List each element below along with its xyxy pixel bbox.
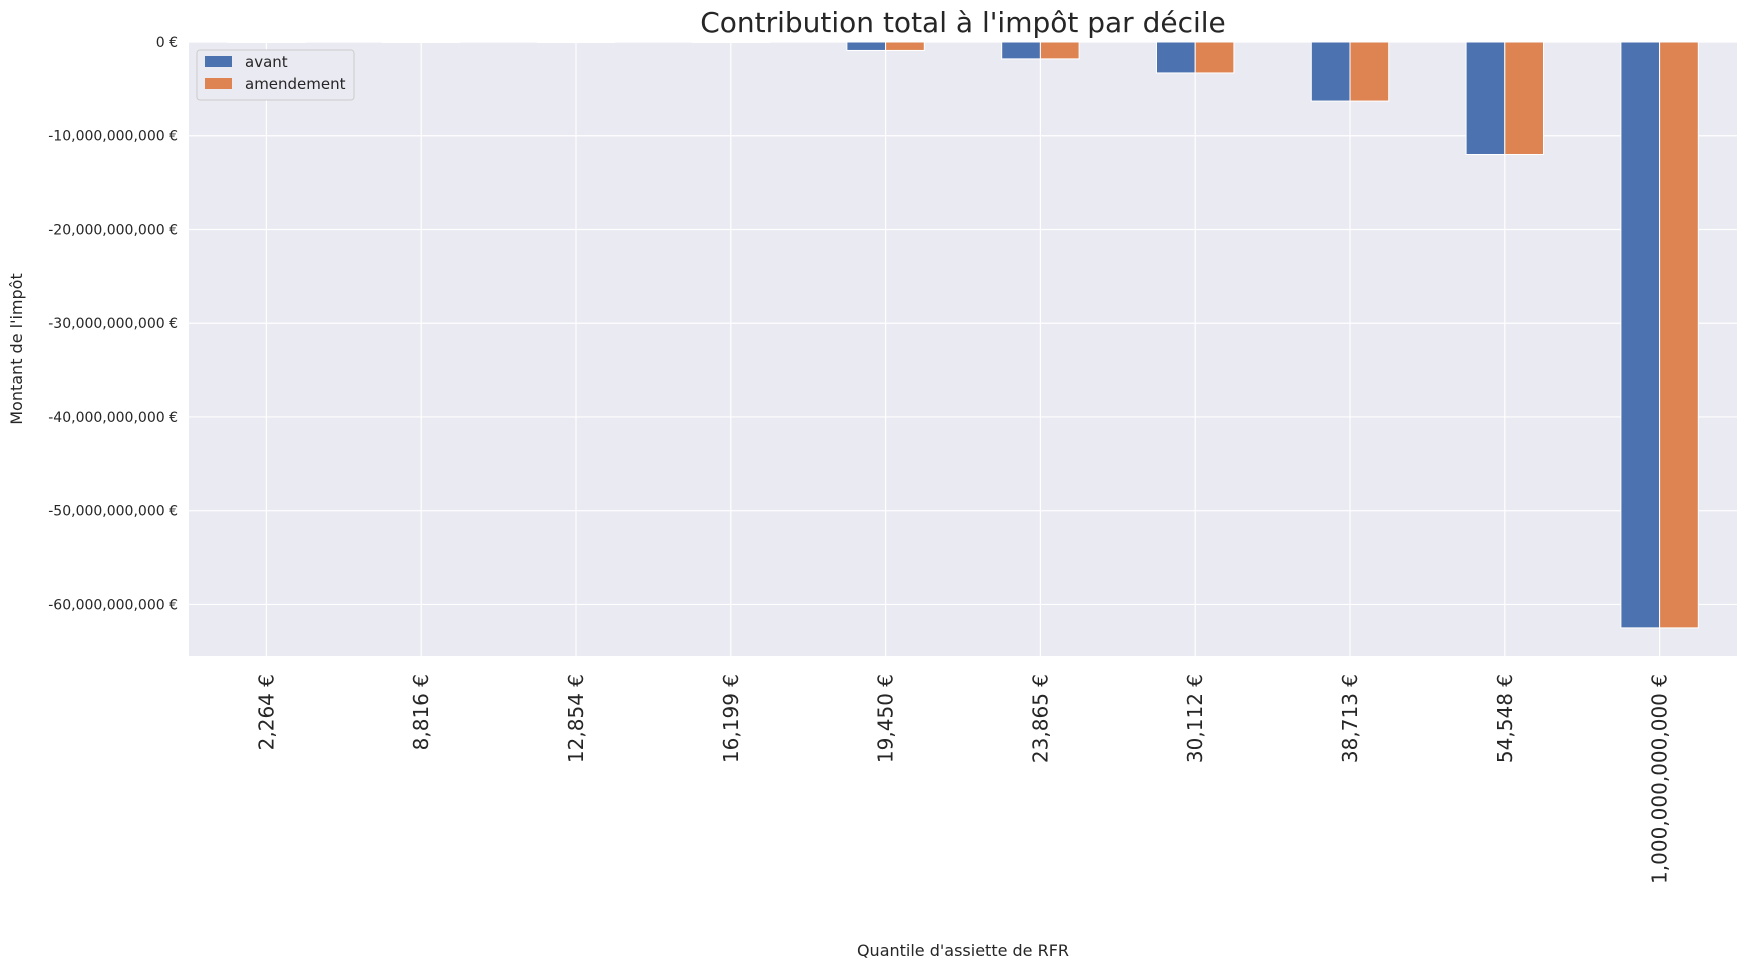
y-axis-label: Montant de l'impôt	[7, 273, 26, 425]
bar-amendement-4	[730, 41, 770, 43]
bar-avant-8	[1310, 41, 1351, 102]
y-tick-label: -60,000,000,000 €	[48, 597, 178, 613]
bar-avant-1	[227, 41, 267, 43]
x-tick-label: 8,816 €	[409, 674, 433, 750]
bar-avant-6	[1001, 41, 1041, 60]
bar-amendement-6	[1039, 41, 1080, 60]
x-axis-label: Quantile d'assiette de RFR	[857, 941, 1069, 960]
bar-amendement-9	[1504, 41, 1545, 155]
x-tick-labels: 2,264 € 8,816 € 12,854 € 16,199 € 19,450 € 23…	[254, 674, 1671, 884]
bar-avant-5	[846, 41, 887, 51]
bar-amendement-2	[420, 41, 461, 43]
chart-title: Contribution total à l'impôt par décile	[700, 6, 1226, 39]
bar-avant-10	[1620, 41, 1661, 629]
x-tick-label: 19,450 €	[874, 674, 898, 763]
y-tick-label: -40,000,000,000 €	[48, 410, 178, 426]
bar-avant-2	[382, 41, 422, 43]
x-tick-label: 2,264 €	[254, 674, 278, 750]
bar-amendement-7	[1194, 41, 1235, 74]
x-tick-label: 30,112 €	[1183, 674, 1207, 763]
y-tick-label: 0 €	[156, 35, 178, 51]
grid-lines	[189, 41, 1737, 656]
legend-box	[196, 49, 355, 101]
x-tick-label: 1,000,000,000,000 €	[1648, 674, 1672, 884]
y-tick-label: -10,000,000,000 €	[48, 129, 178, 145]
bar-avant-9	[1465, 41, 1506, 155]
legend-swatch-avant	[205, 56, 232, 67]
legend-label-amendement: amendement	[245, 75, 346, 93]
bar-amendement-8	[1349, 41, 1390, 102]
y-tick-labels: 0 € -10,000,000,000 € -20,000,000,000 € -30…	[48, 35, 178, 613]
bar-amendement-1	[265, 41, 306, 43]
legend: avant amendement	[196, 49, 355, 101]
bar-amendement-10	[1659, 41, 1699, 629]
bar-avant-3	[536, 41, 577, 43]
x-tick-label: 16,199 €	[719, 674, 743, 763]
x-tick-label: 12,854 €	[564, 674, 588, 763]
bar-avant-7	[1156, 41, 1196, 74]
x-tick-label: 38,713 €	[1338, 674, 1362, 763]
legend-swatch-amendement	[205, 78, 232, 89]
y-tick-label: -30,000,000,000 €	[48, 316, 178, 332]
x-tick-label: 54,548 €	[1493, 674, 1517, 763]
bar-amendement-3	[575, 41, 616, 43]
bar-avant-4	[691, 41, 732, 43]
bar-amendement-5	[885, 41, 925, 51]
y-tick-label: -20,000,000,000 €	[48, 222, 178, 238]
bars	[227, 41, 1699, 629]
legend-label-avant: avant	[245, 53, 288, 71]
y-tick-label: -50,000,000,000 €	[48, 504, 178, 520]
x-tick-label: 23,865 €	[1028, 674, 1052, 763]
